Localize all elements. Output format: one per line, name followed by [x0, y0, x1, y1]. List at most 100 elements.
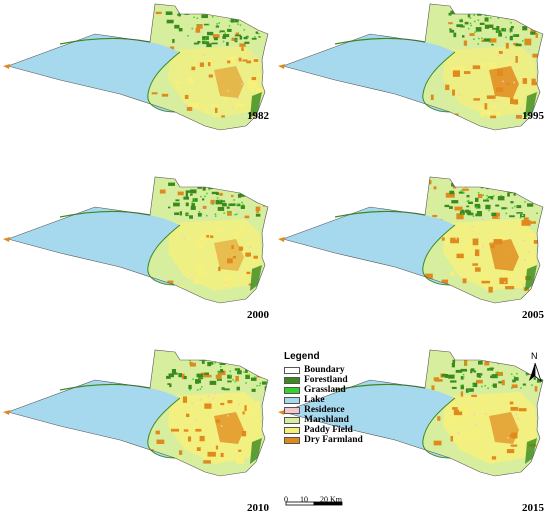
paddy-field-patch — [231, 406, 237, 410]
paddy-field-patch — [488, 62, 497, 68]
forestland-patch — [484, 184, 489, 188]
forestland-patch — [177, 13, 180, 16]
paddy-field-patch — [481, 401, 485, 404]
forestland-patch — [477, 360, 483, 365]
forestland-patch — [251, 37, 257, 40]
grassland-patch — [217, 373, 220, 375]
year-label-1995: 1995 — [522, 110, 544, 122]
grassland-patch — [243, 371, 245, 373]
forestland-patch — [500, 186, 504, 190]
legend-label: Grassland — [304, 385, 346, 395]
land-use-map — [278, 3, 544, 131]
residence-patch — [492, 99, 495, 102]
forestland-patch — [201, 14, 208, 19]
boundary — [282, 349, 544, 477]
dry-farmland-patch — [3, 64, 10, 69]
residence-patch — [227, 90, 229, 92]
grassland-patch — [238, 360, 241, 362]
forestland-patch — [509, 215, 515, 218]
dry-farmland-patch — [463, 71, 471, 74]
paddy-field-patch — [250, 86, 255, 92]
dry-farmland-patch — [239, 43, 246, 47]
shoreline-forest — [422, 224, 456, 286]
legend-swatch — [284, 417, 300, 424]
forestland-patch — [450, 10, 457, 15]
legend-label: Lake — [304, 395, 325, 405]
forestland-patch — [264, 183, 268, 188]
residence-patch — [507, 437, 509, 439]
dry-farmland-patch — [510, 97, 514, 105]
residence-patch — [497, 54, 500, 57]
paddy-field-patch — [223, 97, 228, 102]
dry-farmland-patch — [473, 98, 481, 101]
grassland-patch — [460, 18, 463, 21]
paddy-field-patch — [256, 419, 260, 423]
paddy-field-area — [168, 46, 262, 118]
grassland-patch — [259, 382, 262, 385]
grassland-patch — [262, 12, 264, 15]
grassland-patch — [472, 215, 475, 217]
legend-label: Marshland — [304, 415, 349, 425]
forestland-patch — [207, 31, 214, 36]
legend-item-dry-farmland: Dry Farmland — [284, 435, 394, 446]
dry-farmland-patch — [524, 38, 532, 46]
forestland-patch — [449, 206, 453, 209]
grassland-patch — [497, 17, 500, 19]
dry-farmland-patch — [521, 220, 531, 226]
forestland-patch — [217, 206, 225, 211]
dry-farmland-patch — [266, 446, 268, 452]
grassland-patch — [469, 17, 472, 19]
forestland-patch — [512, 185, 518, 189]
grassland-patch — [526, 43, 529, 45]
residence-patch — [208, 400, 211, 403]
grassland-patch — [462, 384, 464, 386]
residence-patch — [477, 35, 479, 38]
grassland-patch — [481, 385, 483, 388]
grassland-patch — [462, 376, 465, 378]
grassland-patch — [200, 195, 202, 198]
forestland-patch — [223, 181, 227, 185]
forestland-patch — [498, 381, 502, 384]
dry-farmland-patch — [450, 435, 454, 442]
grassland-patch — [204, 37, 207, 40]
scale-tick-10: 10 — [300, 495, 308, 504]
forestland-patch — [250, 377, 257, 381]
grassland-patch — [497, 31, 499, 33]
forestland-patch — [198, 377, 204, 379]
dry-farmland-patch — [445, 84, 450, 91]
forestland-patch — [244, 41, 250, 44]
paddy-field-patch — [247, 81, 258, 89]
land-use-map — [3, 349, 269, 477]
grassland-patch — [496, 375, 499, 378]
grassland-patch — [505, 212, 508, 215]
forestland-patch — [197, 40, 201, 44]
grassland-patch — [212, 16, 214, 18]
paddy-field-patch — [222, 448, 228, 453]
grassland-patch — [476, 206, 478, 208]
grassland-patch — [219, 365, 222, 368]
forestland-patch — [254, 17, 259, 21]
dry-farmland-patch — [177, 191, 184, 196]
forestland-patch — [202, 40, 207, 45]
dry-farmland-patch — [474, 249, 480, 257]
forestland-patch — [221, 202, 227, 206]
residence-patch — [455, 237, 458, 240]
boundary — [7, 349, 269, 477]
grassland-patch — [513, 34, 515, 36]
shoreline-forest — [147, 224, 181, 286]
forestland-patch — [193, 42, 199, 45]
forestland-patch — [467, 182, 470, 187]
forestland-patch — [168, 182, 175, 186]
forestland-patch — [502, 355, 509, 359]
grassland-patch — [476, 30, 479, 33]
forestland-patch — [250, 194, 257, 197]
grassland-patch — [196, 389, 199, 391]
grassland-patch — [193, 198, 195, 200]
dry-farmland-patch — [505, 42, 509, 49]
grassland-patch — [510, 373, 513, 375]
forestland-patch — [220, 369, 224, 372]
dry-farmland-patch — [206, 235, 210, 238]
residence-patch — [208, 395, 211, 397]
grassland-patch — [247, 36, 249, 38]
dry-farmland-patch — [510, 406, 519, 411]
